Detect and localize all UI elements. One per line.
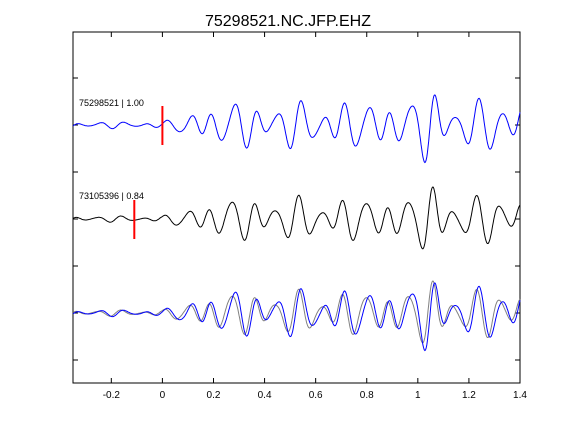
x-tick-label: 0 <box>160 390 166 401</box>
x-tick-label: 1 <box>415 390 421 401</box>
x-tick-label: 1.4 <box>513 390 527 401</box>
trace-labels: 75298521 | 1.00 73105396 | 0.84 <box>79 98 144 201</box>
trace-label-match: 73105396 | 0.84 <box>79 191 144 201</box>
trace-template <box>72 94 521 164</box>
x-tick-label: 0.2 <box>207 390 221 401</box>
x-axis: -0.2 0 0.2 0.4 0.6 0.8 1 1.2 1.4 <box>103 32 527 401</box>
x-tick-label: 1.2 <box>462 390 476 401</box>
x-tick-label: 0.4 <box>258 390 272 401</box>
waveform-traces <box>72 94 521 352</box>
x-tick-label: 0.6 <box>309 390 323 401</box>
trace-label-template: 75298521 | 1.00 <box>79 98 144 108</box>
x-tick-label: -0.2 <box>103 390 121 401</box>
x-tick-label: 0.8 <box>360 390 374 401</box>
plot-frame <box>72 31 521 384</box>
trace-match <box>72 186 521 250</box>
trace-overlay-match <box>72 280 521 344</box>
chart-title: 75298521.NC.JFP.EHZ <box>205 13 371 30</box>
trace-overlay-template <box>72 282 521 352</box>
